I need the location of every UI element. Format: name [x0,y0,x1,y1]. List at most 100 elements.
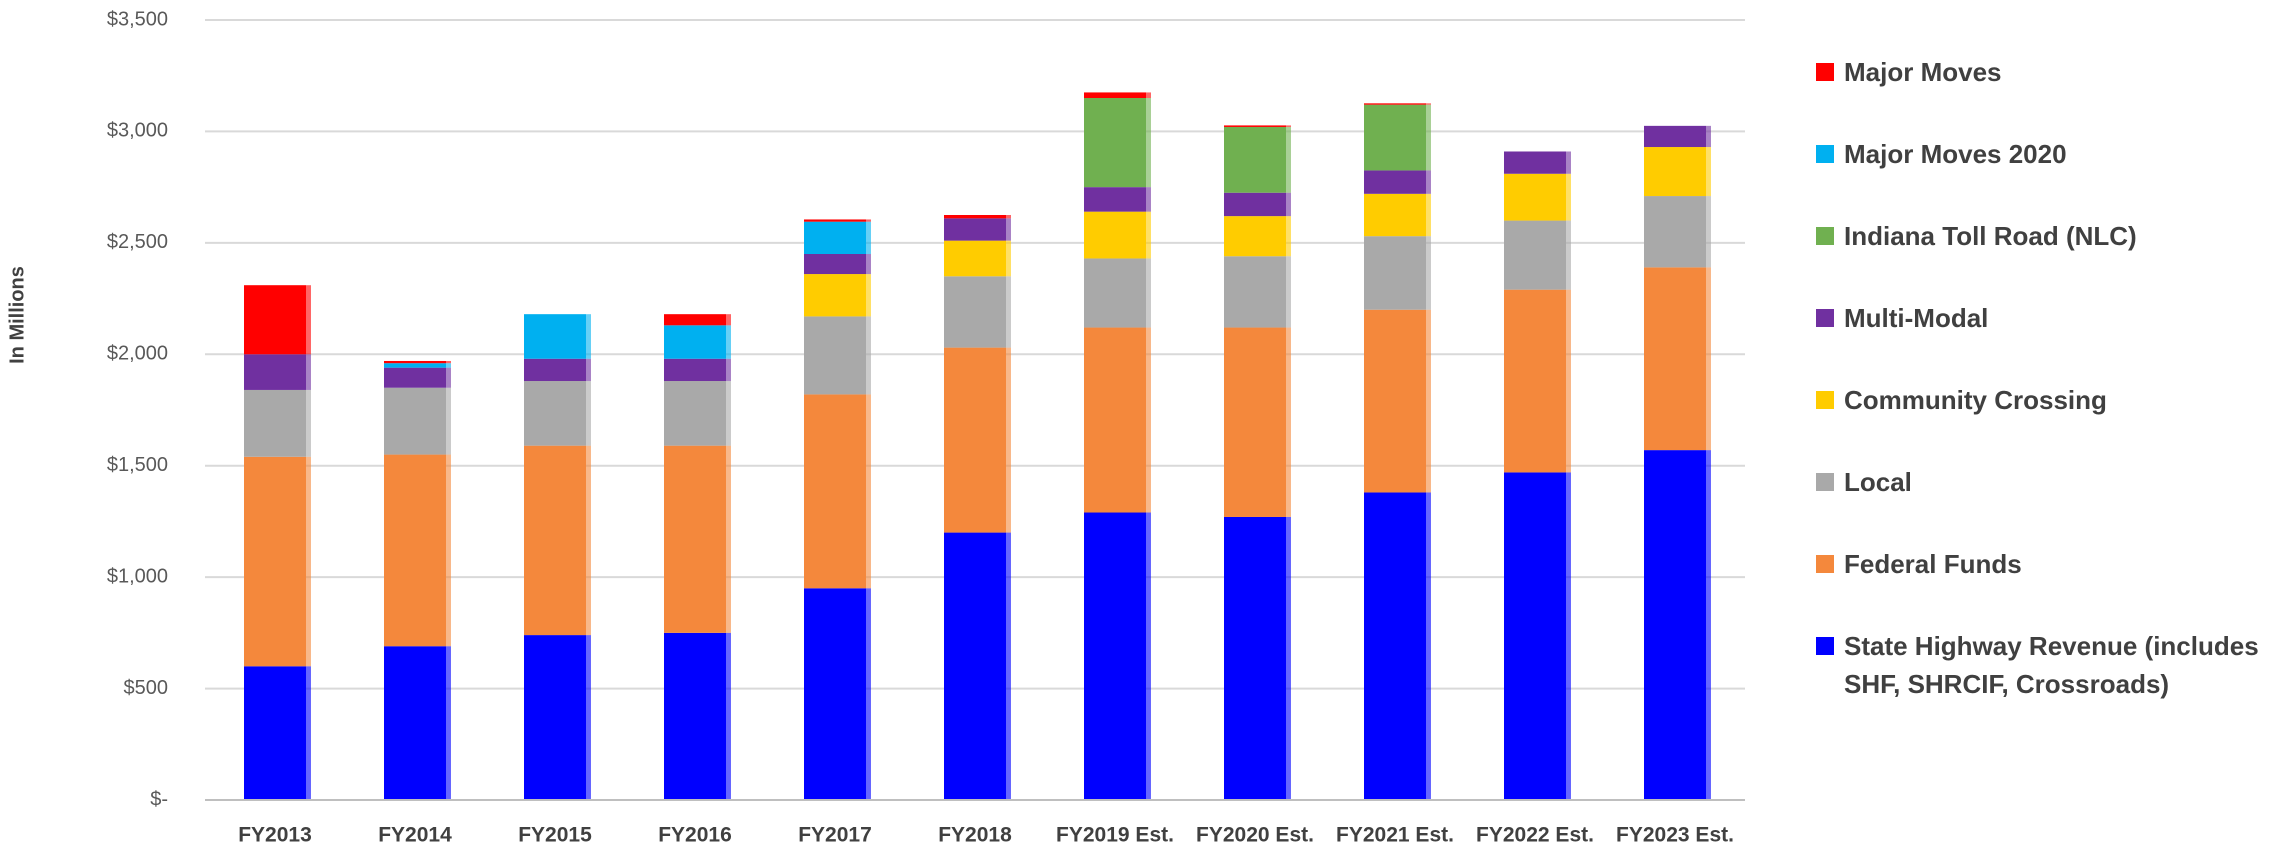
bar-segment [804,254,866,275]
bar-segment [1224,327,1286,517]
legend-swatch [1816,309,1834,327]
bar-side [1706,147,1711,197]
y-tick-label: $2,000 [107,343,168,365]
bar-side [586,314,591,359]
x-tick-label: FY2016 [658,824,732,847]
bar-side [1286,126,1291,193]
bar-side [1286,125,1291,127]
y-tick-label: $3,000 [107,120,168,142]
bar-side [866,588,871,800]
y-tick-label: $2,500 [107,231,168,253]
bar-segment [1644,147,1706,197]
bar-segment [1364,236,1426,310]
y-tick-label: $- [150,788,168,810]
legend-label: Indiana Toll Road (NLC) [1844,221,2137,251]
bar-side [446,367,451,388]
bar-segment [1364,104,1426,171]
bar-segment [524,314,586,359]
bar-segment [664,325,726,359]
bar-side [306,456,311,667]
bar-side [446,363,451,368]
bar-side [446,646,451,800]
legend-label: Major Moves 2020 [1844,139,2067,169]
legend-label: State Highway Revenue (includes SHF, SHR… [1844,631,2259,699]
legend-entry: Multi-Modal [1816,299,2276,337]
bar-side [726,445,731,633]
bar-side [1426,236,1431,310]
bar-side [1006,240,1011,277]
legend-swatch [1816,63,1834,81]
bar-segment [804,274,866,317]
bar-segment [1224,192,1286,217]
bar-segment [1504,289,1566,473]
bar-side [1426,104,1431,171]
legend-label: Multi-Modal [1844,303,1989,333]
bar-segment [1224,256,1286,328]
bar-segment [944,276,1006,348]
y-axis-label: In Millions [6,266,28,364]
bar-segment [524,445,586,636]
bar-side [306,285,311,355]
legend-entry: Federal Funds [1816,545,2276,583]
bar-segment [664,445,726,633]
bar-segment [384,363,446,368]
bar-segment [524,381,586,446]
bar-segment [244,354,306,390]
bar-side [1566,151,1571,174]
bar-side [1566,173,1571,221]
bar-side [726,325,731,359]
x-tick-label: FY2017 [798,824,872,847]
bar-side [1146,327,1151,513]
bar-side [726,632,731,800]
bar-segment [244,666,306,800]
bar-segment [1364,103,1426,105]
bar-segment [944,218,1006,241]
legend-label: Federal Funds [1844,549,2022,579]
legend-label: Major Moves [1844,57,2002,87]
x-tick-label: FY2022 Est. [1476,824,1594,847]
bar-segment [384,367,446,388]
bar-side [866,221,871,254]
bar-side [586,635,591,800]
bar-side [1426,309,1431,493]
y-tick-label: $1,500 [107,454,168,476]
bar-segment [804,221,866,254]
x-tick-label: FY2023 Est. [1616,824,1734,847]
bar-segment [664,381,726,446]
legend-entry: Indiana Toll Road (NLC) [1816,217,2276,255]
bar-segment [664,358,726,382]
bar-segment [944,240,1006,277]
bar-segment [944,215,1006,219]
bar-side [1146,187,1151,212]
legend-swatch [1816,145,1834,163]
bar-side [1006,215,1011,219]
bar-side [306,666,311,800]
bar-side [1426,193,1431,237]
bar-side [1146,211,1151,259]
bar-segment [1644,267,1706,451]
bar-side [1706,450,1711,800]
bar-side [306,354,311,390]
bar-side [586,358,591,382]
bar-side [1146,98,1151,188]
bar-segment [1084,211,1146,259]
x-tick-label: FY2018 [938,824,1012,847]
legend-entry: State Highway Revenue (includes SHF, SHR… [1816,627,2276,703]
bar-side [446,454,451,647]
bar-side [1006,276,1011,348]
bar-side [1146,512,1151,800]
bar-side [866,219,871,222]
bar-side [1426,492,1431,800]
bar-side [1706,196,1711,268]
bar-side [1426,103,1431,105]
bar-segment [244,285,306,355]
legend-swatch [1816,555,1834,573]
bar-segment [1364,492,1426,800]
bar-segment [1084,512,1146,800]
bar-segment [1224,125,1286,127]
bar-segment [1504,472,1566,800]
y-tick-label: $500 [124,677,169,699]
bar-side [1426,170,1431,194]
bar-side [1566,289,1571,473]
bar-segment [524,635,586,800]
